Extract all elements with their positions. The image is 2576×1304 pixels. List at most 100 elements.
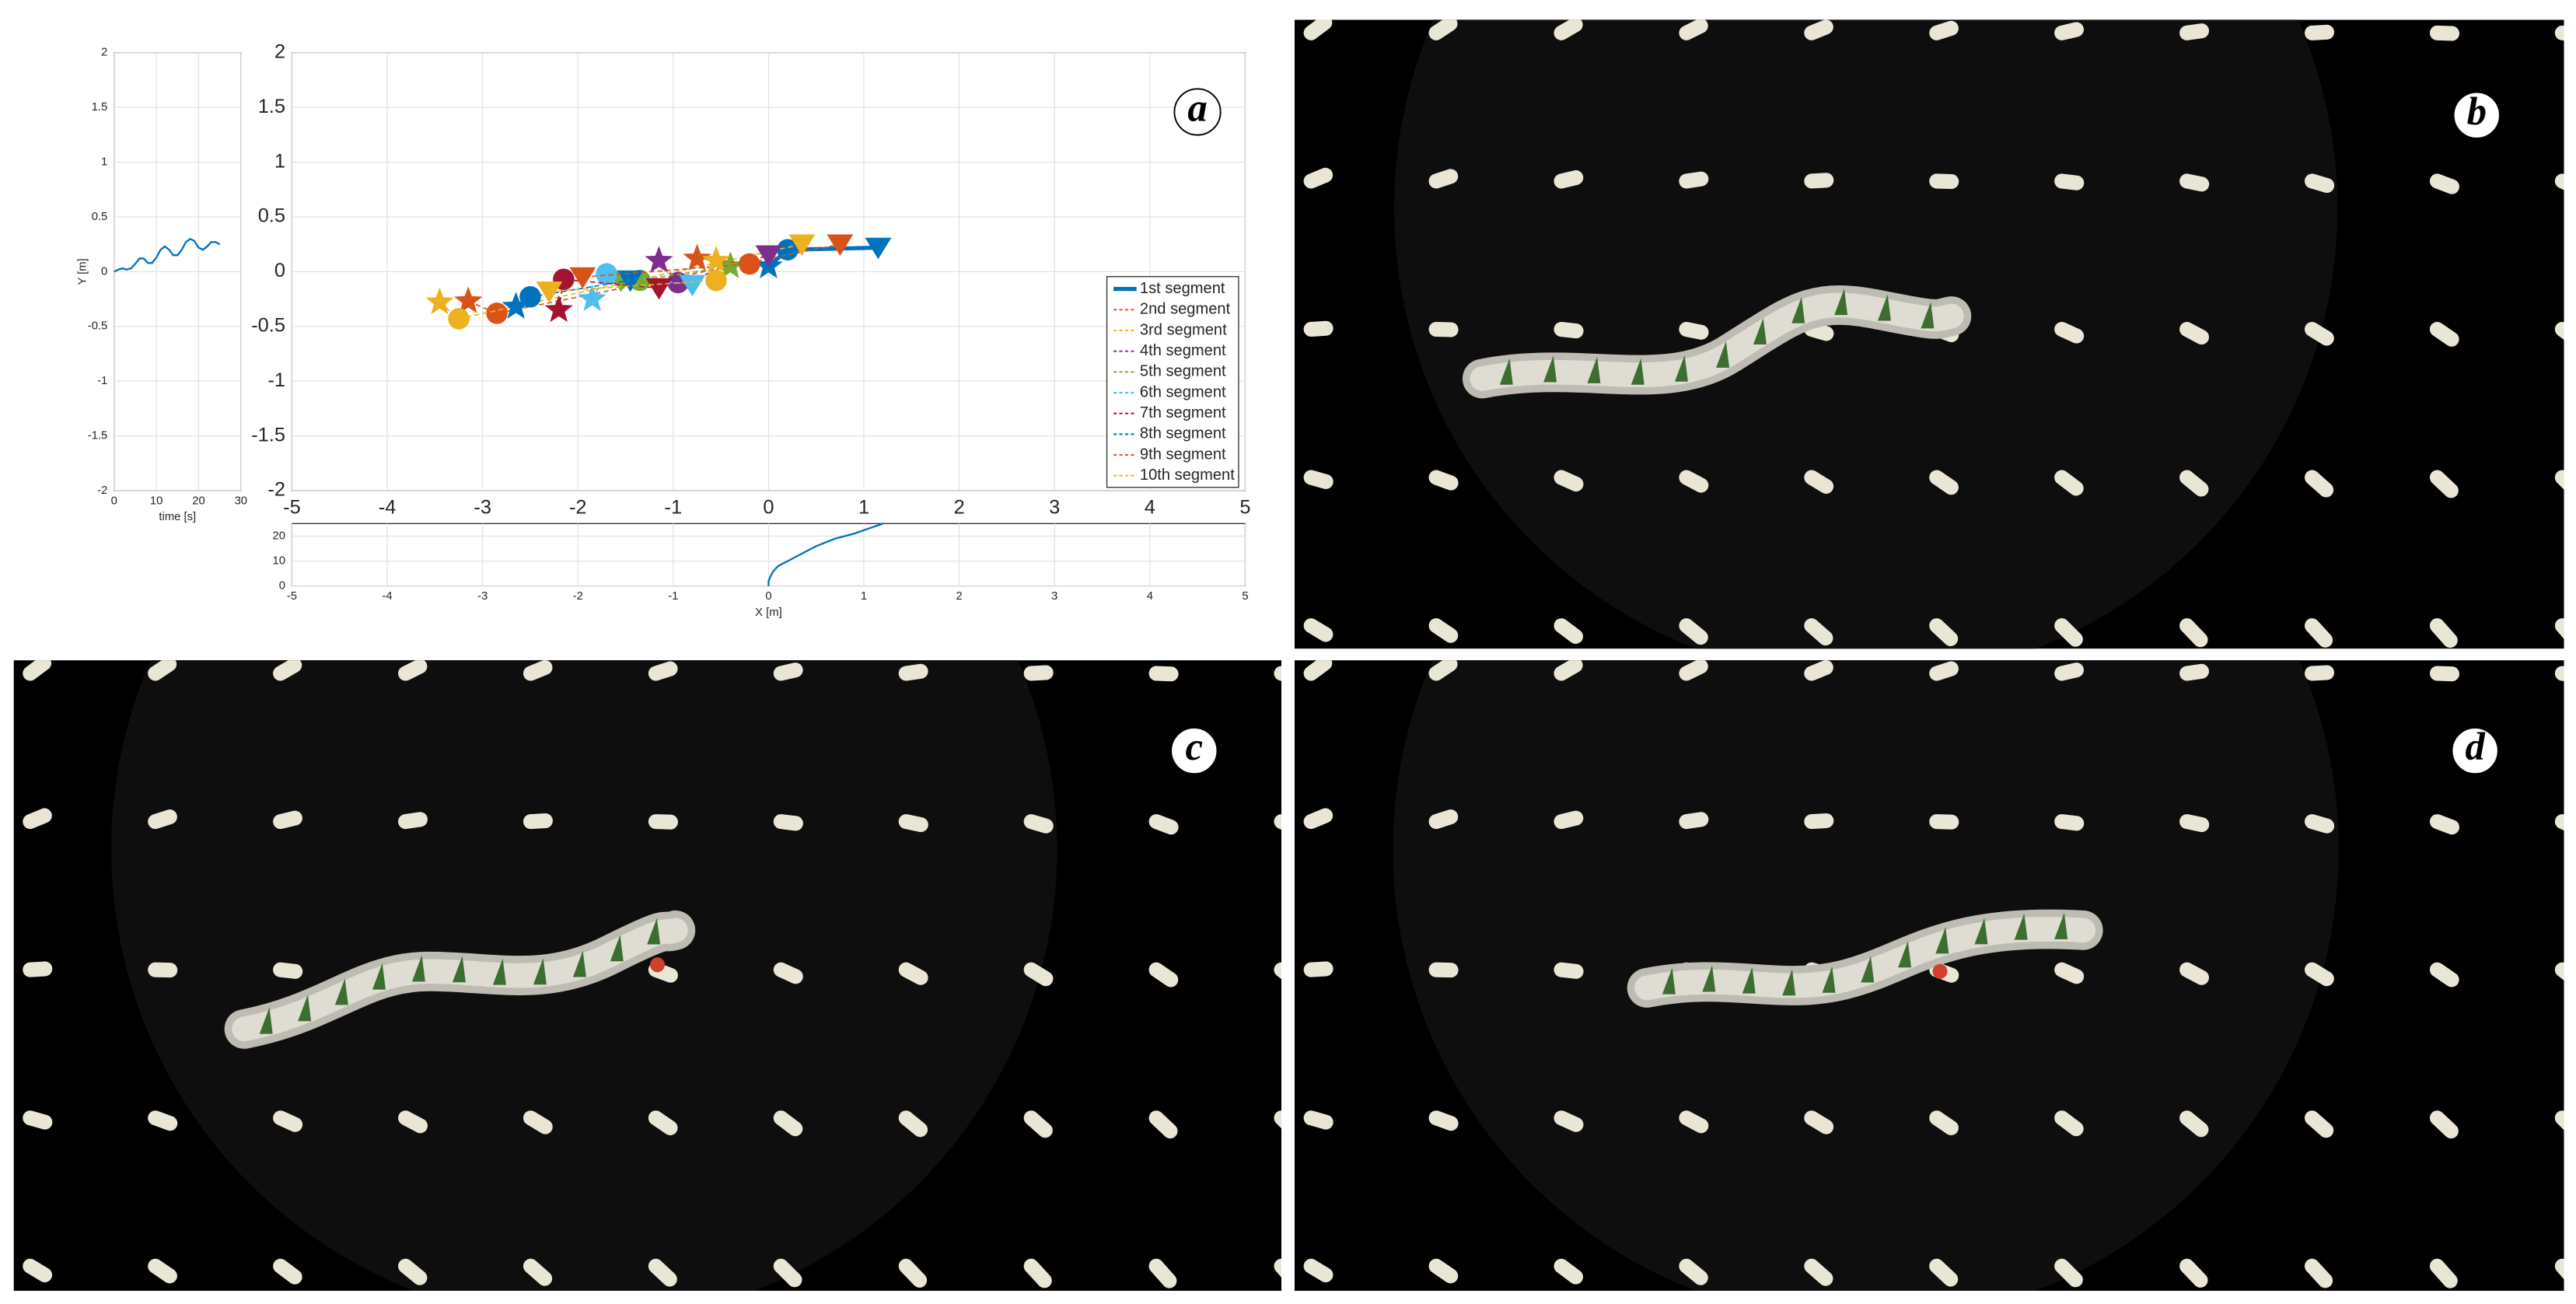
peg — [1929, 173, 1959, 190]
contact-point — [1932, 963, 1948, 979]
peg — [648, 1110, 678, 1135]
contact-cone — [1631, 358, 1645, 385]
contact-cone — [1753, 318, 1767, 345]
peg — [1554, 470, 1584, 492]
data-line — [114, 237, 221, 273]
y-tick-label: 2 — [101, 47, 107, 59]
marker-triangle — [569, 267, 596, 289]
peg — [2305, 321, 2334, 346]
peg — [1554, 321, 1584, 339]
peg — [1804, 321, 1834, 341]
y-tick-label: 1 — [101, 156, 107, 168]
marker-triangle — [865, 237, 892, 260]
marker-triangle — [788, 234, 816, 256]
peg — [648, 661, 678, 681]
peg — [2429, 618, 2458, 649]
marker-circle — [777, 239, 799, 260]
peg — [2429, 962, 2459, 988]
peg — [1428, 809, 1459, 830]
legend-label: 9th segment — [1140, 446, 1226, 463]
contact-cone — [411, 955, 425, 982]
peg — [2305, 1258, 2333, 1288]
y-tick-label: -1 — [267, 369, 285, 391]
peg — [1554, 1258, 1584, 1285]
contact-cone — [1935, 927, 1949, 954]
peg — [1929, 20, 1959, 40]
legend-label: 3rd segment — [1140, 321, 1227, 338]
peg — [273, 660, 302, 681]
peg — [2179, 618, 2208, 648]
panel-label: c — [1186, 725, 1204, 768]
legend-label: 1st segment — [1140, 280, 1225, 297]
x-tick-label: 5 — [1242, 590, 1248, 603]
legend-label: 4th segment — [1140, 342, 1226, 359]
peg — [1804, 470, 1834, 494]
scene — [1294, 660, 2564, 1292]
data-line — [767, 523, 883, 586]
peg — [1428, 618, 1459, 643]
panel-label: b — [2467, 89, 2487, 133]
peg — [2429, 321, 2459, 347]
peg — [1303, 618, 1333, 642]
peg — [1679, 812, 1709, 830]
y-axis-label: Y [m] — [76, 258, 89, 285]
peg — [1023, 1258, 1052, 1288]
peg — [23, 808, 52, 830]
peg — [773, 814, 803, 831]
y-tick-label: 0.5 — [92, 211, 108, 223]
peg — [1679, 618, 1708, 645]
peg — [1554, 962, 1584, 979]
y-tick-label: 20 — [273, 530, 285, 542]
peg — [2305, 1110, 2334, 1138]
x-tick-label: -1 — [665, 497, 683, 519]
y-tick-label: 1.5 — [258, 96, 285, 117]
peg — [1929, 1258, 1959, 1287]
x-tick-label: -2 — [569, 497, 587, 519]
peg — [398, 812, 428, 830]
peg — [2179, 1258, 2208, 1288]
peg — [273, 1110, 303, 1132]
x-axis-label: time [s] — [159, 511, 196, 523]
contact-cone — [1702, 965, 1716, 992]
peg — [1428, 470, 1459, 491]
marker-star — [544, 295, 573, 323]
y-tick-label: 1 — [274, 150, 285, 172]
peg — [148, 1258, 177, 1284]
peg — [2054, 321, 2085, 344]
peg — [1023, 962, 1054, 987]
contact-cone — [1921, 302, 1935, 329]
peg — [2054, 618, 2083, 647]
peg — [2179, 173, 2210, 192]
contact-cone — [2014, 913, 2028, 940]
y-tick-label: -1.5 — [88, 430, 108, 442]
marker-triangle — [755, 245, 782, 267]
peg — [2305, 618, 2333, 648]
marker-circle — [486, 302, 508, 324]
peg — [2054, 1258, 2083, 1288]
contact-cone — [2054, 912, 2068, 939]
peg — [773, 962, 803, 984]
peg — [1679, 171, 1709, 189]
peg — [1929, 814, 1959, 830]
y-tick-label: 0.5 — [258, 205, 285, 227]
peg — [2305, 962, 2334, 987]
peg — [2554, 1110, 2564, 1131]
marker-circle — [705, 269, 727, 292]
contact-cone — [1543, 355, 1557, 383]
legend-label: 10th segment — [1140, 467, 1235, 484]
peg — [1428, 169, 1459, 189]
marker-triangle — [679, 274, 706, 297]
panel-label-circle — [1170, 726, 1218, 775]
marker-star — [683, 243, 711, 271]
x-tick-label: 20 — [192, 495, 204, 507]
peg — [1303, 961, 1333, 977]
marker-star — [645, 246, 673, 273]
contact-cone — [572, 950, 586, 977]
peg — [1303, 167, 1333, 189]
marker-star — [425, 287, 454, 315]
peg — [2429, 814, 2459, 835]
peg — [2429, 666, 2460, 682]
marker-star — [701, 246, 731, 273]
